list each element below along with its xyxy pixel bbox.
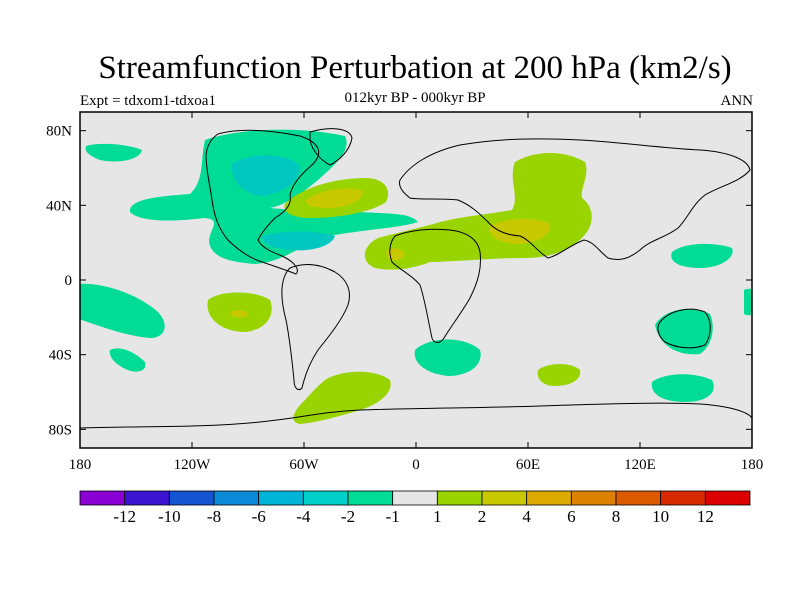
colorbar-swatch <box>570 490 617 506</box>
colorbar-label: 2 <box>478 507 487 526</box>
colorbar-label: -8 <box>207 507 221 526</box>
colorbar-label: -12 <box>113 507 136 526</box>
colorbar-swatch <box>79 490 126 506</box>
y-tick-label: 40S <box>49 348 72 364</box>
colorbar-swatch <box>481 490 528 506</box>
colorbar-swatch <box>615 490 662 506</box>
season-label: ANN <box>720 93 754 109</box>
colorbar-swatch <box>213 490 260 506</box>
x-tick-label: 60W <box>289 457 319 473</box>
neg-region-east-edge <box>744 288 752 316</box>
neg-region-south-atlantic <box>414 339 481 376</box>
pos-region-south-pacific-east-core <box>230 309 248 318</box>
x-tick-label: 180 <box>741 457 764 473</box>
colorbar-label: -6 <box>252 507 266 526</box>
neg-region-hudson-core <box>231 155 301 196</box>
experiment-label: Expt = tdxom1-tdxoa1 <box>80 93 216 109</box>
y-axis: 80N 40N 0 40S 80S <box>46 124 752 438</box>
coast-antarctica <box>80 402 752 429</box>
y-tick-label: 80S <box>49 422 72 438</box>
colorbar-label: 8 <box>612 507 621 526</box>
x-tick-label: 60E <box>516 457 540 473</box>
y-tick-label: 0 <box>65 273 73 289</box>
x-tick-label: 120E <box>624 457 656 473</box>
colorbar-swatch <box>258 490 304 506</box>
colorbar-label: 1 <box>433 507 442 526</box>
pos-region-north-atlantic-core <box>305 188 363 208</box>
chart-subtitle: 012kyr BP - 000kyr BP <box>344 90 486 106</box>
colorbar-label: -1 <box>386 507 400 526</box>
coast-australia <box>657 308 711 349</box>
neg-region-north-atlantic <box>129 129 419 264</box>
colorbar-label: -2 <box>341 507 355 526</box>
coast-north-america <box>205 129 320 275</box>
x-tick-label: 180 <box>69 457 92 473</box>
coast-greenland <box>309 128 353 166</box>
neg-region-greenland-tip <box>85 143 142 162</box>
chart-title: Streamfunction Perturbation at 200 hPa (… <box>98 50 732 86</box>
colorbar-label: 10 <box>652 507 669 526</box>
colorbar-label: 4 <box>522 507 531 526</box>
neg-region-se-pacific-blob <box>109 348 146 372</box>
colorbar-swatch <box>436 490 483 506</box>
colorbar: -12 -10 -8 -6 -4 -2 -1 1 2 4 6 8 10 12 <box>79 490 751 526</box>
x-tick-label: 0 <box>412 457 420 473</box>
map-background <box>80 112 752 448</box>
neg-region-southern-ocean <box>651 374 714 402</box>
colorbar-swatch <box>168 490 215 506</box>
colorbar-label: -10 <box>158 507 181 526</box>
x-axis: 180 120W 60W 0 60E 120E 180 <box>69 112 764 473</box>
neg-region-australia <box>655 309 713 355</box>
neg-region-caribbean-core <box>262 231 335 251</box>
colorbar-swatch <box>660 490 706 506</box>
neg-region-south-pacific <box>80 283 165 338</box>
colorbar-label: 6 <box>567 507 576 526</box>
pos-region-drake <box>293 371 391 424</box>
pos-region-south-indian <box>537 364 581 386</box>
neg-region-indian-ocean <box>671 243 733 268</box>
y-tick-label: 80N <box>46 124 72 140</box>
colorbar-swatch <box>347 490 394 506</box>
colorbar-swatch <box>124 490 170 506</box>
colorbar-label: 12 <box>697 507 714 526</box>
colorbar-label: -4 <box>296 507 311 526</box>
pos-region-arabia-core <box>489 218 551 244</box>
coast-eurasia <box>399 138 751 261</box>
y-tick-label: 40N <box>46 198 72 214</box>
colorbar-swatch <box>704 490 751 506</box>
colorbar-swatch <box>392 490 438 506</box>
coastlines <box>80 128 752 429</box>
colorbar-swatch <box>302 490 349 506</box>
contour-fields <box>80 129 752 424</box>
coast-south-america <box>281 264 350 391</box>
colorbar-swatch <box>526 490 572 506</box>
x-tick-label: 120W <box>174 457 212 473</box>
coast-africa <box>389 228 481 343</box>
